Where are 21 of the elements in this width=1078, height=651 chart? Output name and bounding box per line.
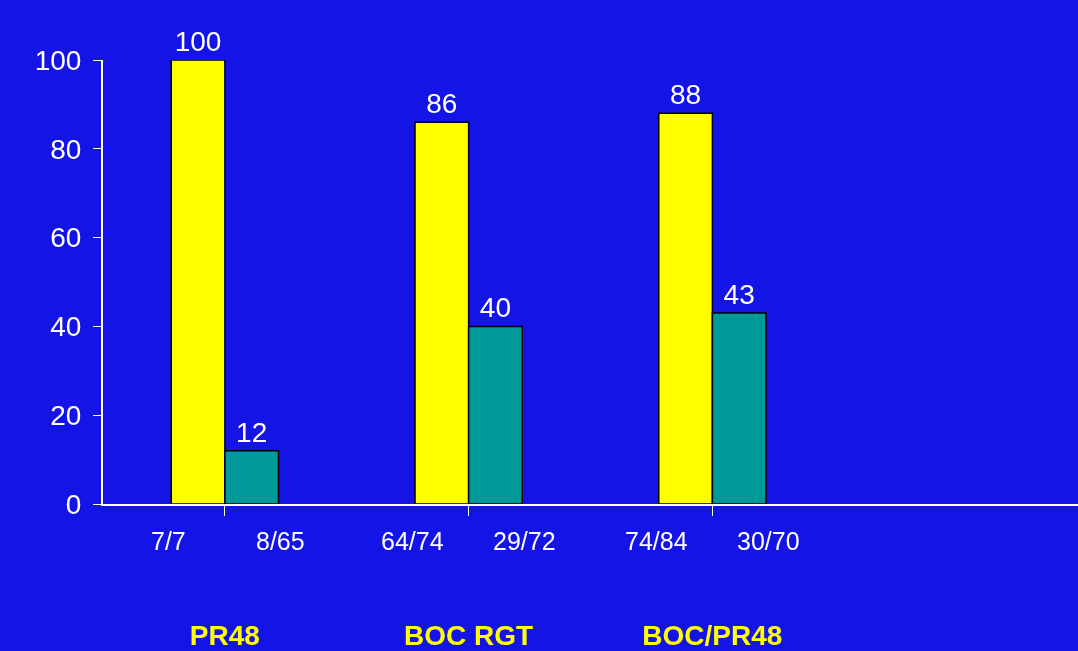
x-tick-label: BOC/PR48 <box>642 619 783 651</box>
text: 8/65 <box>256 527 305 555</box>
text: 74/84 <box>625 527 688 555</box>
x-tick-label: PR48 <box>189 619 260 651</box>
data-label: 88 <box>669 79 702 111</box>
x-tick-label: BOC RGT <box>404 619 534 651</box>
y-tick-label: 20 <box>50 400 82 431</box>
data-label: 43 <box>723 279 755 311</box>
y-tick-label: 100 <box>34 44 82 76</box>
y-tick-label: 40 <box>50 311 82 343</box>
data-label: 100 <box>174 26 222 57</box>
text: 30/70 <box>737 527 800 555</box>
data-label: 12 <box>236 416 268 448</box>
y-tick-label: 60 <box>50 222 82 254</box>
text: 64/74 <box>381 527 444 555</box>
data-label: 86 <box>426 88 458 120</box>
y-tick-label: 0 <box>65 488 82 520</box>
text: 7/7 <box>151 527 186 555</box>
data-label: 40 <box>479 292 512 324</box>
text: 29/72 <box>493 527 556 555</box>
y-tick-label: 80 <box>50 133 82 165</box>
